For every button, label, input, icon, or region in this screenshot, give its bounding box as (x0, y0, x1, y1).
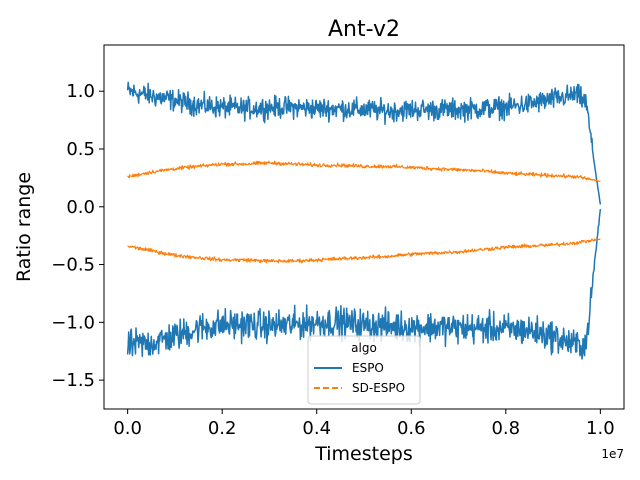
series-line-espo-lower (126, 209, 602, 360)
y-tick-label: 0.5 (66, 139, 95, 160)
y-axis-label: Ratio range (13, 172, 35, 282)
y-tick-label: −1.5 (51, 370, 95, 391)
legend: algo ESPO SD-ESPO (307, 335, 421, 405)
series-line-sd-espo-upper (127, 160, 601, 182)
plot-frame (103, 44, 625, 410)
x-axis: 0.0 0.2 0.4 0.6 0.8 1.0 (113, 409, 615, 439)
legend-title: algo (351, 341, 377, 355)
y-tick-label: 0.0 (66, 197, 95, 218)
y-tick-label: 1.0 (66, 81, 95, 102)
x-tick-label: 1.0 (586, 418, 615, 439)
legend-label-sd-espo: SD-ESPO (352, 381, 405, 395)
series-line-espo-upper (126, 81, 602, 205)
chart-title: Ant-v2 (328, 17, 400, 42)
x-tick-label: 0.4 (302, 418, 331, 439)
x-offset-label: 1e7 (601, 447, 624, 461)
y-tick-label: −0.5 (51, 255, 95, 276)
x-tick-label: 0.0 (113, 418, 142, 439)
legend-label-espo: ESPO (352, 361, 384, 375)
x-tick-label: 0.6 (397, 418, 426, 439)
series-line-sd-espo-lower (127, 238, 601, 264)
x-axis-label: Timesteps (314, 443, 413, 465)
y-tick-label: −1.0 (51, 312, 95, 333)
x-tick-label: 0.8 (491, 418, 520, 439)
x-tick-label: 0.2 (208, 418, 237, 439)
y-axis: −1.5 −1.0 −0.5 0.0 0.5 1.0 (51, 81, 104, 391)
plot-series (126, 81, 602, 360)
